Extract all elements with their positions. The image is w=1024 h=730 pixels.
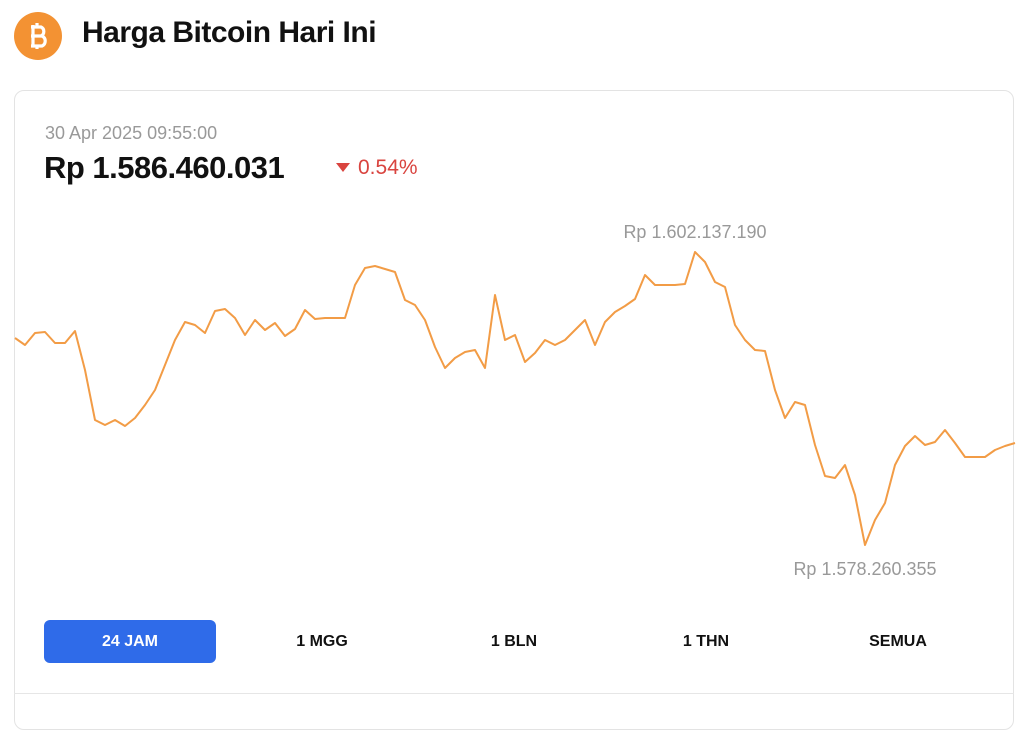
current-price: Rp 1.586.460.031 <box>44 150 285 185</box>
range-button[interactable]: 1 MGG <box>296 633 348 650</box>
range-button[interactable]: 24 JAM <box>44 620 216 663</box>
down-arrow <box>336 163 350 172</box>
page: Harga Bitcoin Hari Ini 30 Apr 2025 09:55… <box>14 12 1016 730</box>
range-button[interactable]: 1 THN <box>682 633 730 650</box>
page-title: Harga Bitcoin Hari Ini <box>82 16 377 49</box>
extreme-label: Rp 1.602.137.190 <box>623 222 766 242</box>
range-button[interactable]: 1 BLN <box>490 633 538 650</box>
chart: Rp 1.602.137.190 Rp 1.578.260.355 <box>14 222 1016 579</box>
timestamp: 30 Apr 2025 09:55:00 <box>45 123 218 143</box>
separator <box>14 693 1014 694</box>
bitcoin-icon <box>14 12 62 60</box>
extreme-label: Rp 1.578.260.355 <box>793 559 936 579</box>
range-button[interactable]: SEMUA <box>869 633 927 650</box>
price-line <box>14 251 1016 546</box>
price-change: 0.54% <box>358 156 418 179</box>
